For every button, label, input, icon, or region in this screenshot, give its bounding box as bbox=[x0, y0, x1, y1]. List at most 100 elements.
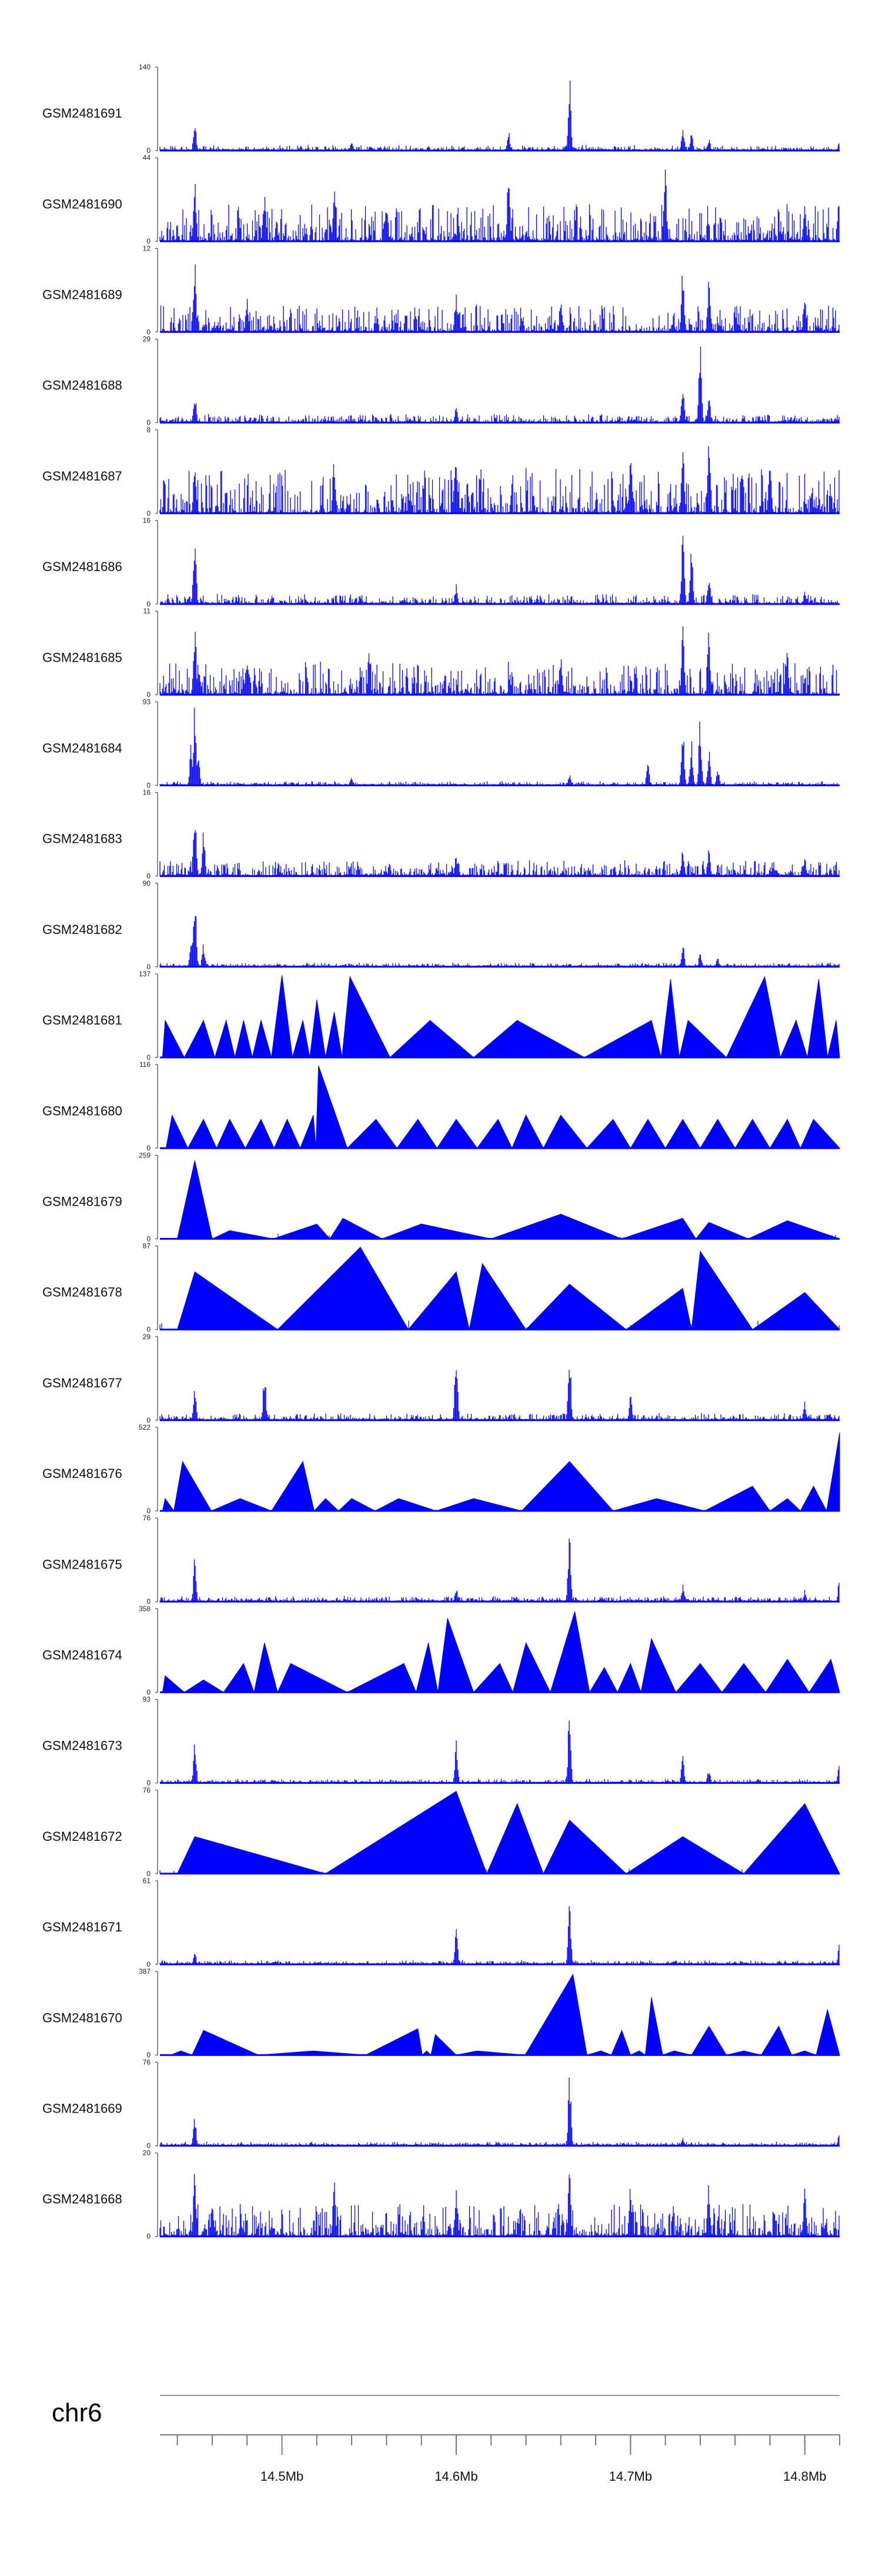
track-GSM2481668: GSM2481668 20 0 bbox=[42, 2149, 840, 2241]
track-coverage-bars bbox=[159, 1370, 840, 1420]
track-GSM2481673: GSM2481673 93 0 bbox=[42, 1696, 840, 1787]
track-coverage-bars bbox=[160, 1720, 840, 1783]
track-ymin-label: 0 bbox=[146, 1326, 151, 1334]
track-GSM2481671: GSM2481671 61 0 bbox=[42, 1877, 840, 1968]
tracks-layer: GSM24816911400GSM2481690440GSM2481689120… bbox=[42, 63, 841, 2241]
track-GSM2481684: GSM2481684 93 0 bbox=[42, 698, 840, 789]
track-ymin-label: 0 bbox=[146, 237, 151, 245]
track-GSM2481672: GSM2481672 76 0 bbox=[42, 1786, 840, 1878]
track-ymax-label: 11 bbox=[143, 607, 151, 615]
track-ymin-label: 0 bbox=[146, 1234, 151, 1243]
track-ymin-label: 0 bbox=[146, 963, 151, 971]
track-coverage-bars bbox=[159, 626, 840, 695]
track-ymax-label: 61 bbox=[143, 1877, 151, 1885]
track-ymin-label: 0 bbox=[146, 1688, 151, 1696]
track-coverage-bars bbox=[159, 446, 840, 513]
track-label: GSM2481677 bbox=[42, 1376, 122, 1390]
genome-tick-label: 14.8Mb bbox=[783, 2469, 826, 2484]
track-GSM2481677: GSM2481677 29 0 bbox=[42, 1333, 840, 1424]
track-GSM2481690: GSM2481690 44 0 bbox=[42, 154, 840, 245]
track-label: GSM2481689 bbox=[42, 288, 122, 302]
track-ymax-label: 29 bbox=[143, 1333, 151, 1341]
track-ymin-label: 0 bbox=[146, 1416, 151, 1424]
genome-axis: chr6 14.5Mb 14.6Mb 14.7Mb 14.8Mb bbox=[52, 2395, 840, 2484]
track-label: GSM2481684 bbox=[42, 741, 122, 756]
track-coverage-bars bbox=[159, 2077, 840, 2146]
track-ymax-label: 137 bbox=[139, 970, 151, 978]
track-coverage-area bbox=[160, 1611, 840, 1694]
genome-tick-label: 14.5Mb bbox=[260, 2469, 303, 2484]
track-ymin-label: 0 bbox=[146, 509, 151, 518]
track-ymax-label: 76 bbox=[143, 1786, 151, 1794]
track-label: GSM2481675 bbox=[42, 1557, 122, 1571]
track-GSM2481669: GSM2481669 76 0 bbox=[42, 2058, 840, 2150]
track-coverage-bars bbox=[159, 346, 840, 423]
track-ymin-label: 0 bbox=[146, 328, 151, 336]
track-GSM2481680: GSM2481680 116 0 bbox=[42, 1060, 841, 1152]
track-label: GSM2481681 bbox=[42, 1013, 122, 1027]
track-ymax-label: 93 bbox=[143, 1696, 151, 1704]
track-ymax-label: 8 bbox=[146, 426, 151, 434]
track-label: GSM2481685 bbox=[42, 650, 122, 665]
track-ymax-label: 259 bbox=[139, 1151, 151, 1159]
track-coverage-area bbox=[160, 1791, 840, 1875]
track-label: GSM2481683 bbox=[42, 832, 122, 846]
track-ymin-label: 0 bbox=[146, 2141, 151, 2150]
track-GSM2481670: GSM2481670 387 0 bbox=[42, 1967, 840, 2059]
track-coverage-bars bbox=[159, 264, 840, 332]
track-coverage-bars bbox=[159, 536, 840, 604]
track-label: GSM2481690 bbox=[42, 196, 122, 211]
track-label: GSM2481669 bbox=[42, 2101, 122, 2116]
track-ymax-label: 76 bbox=[143, 2058, 151, 2066]
track-ymax-label: 76 bbox=[143, 1514, 151, 1522]
track-coverage-bars bbox=[159, 916, 840, 967]
track-label: GSM2481668 bbox=[42, 2192, 122, 2207]
track-coverage-bars bbox=[159, 1906, 840, 1964]
track-GSM2481679: GSM2481679 259 0 bbox=[42, 1151, 840, 1243]
track-coverage-area bbox=[160, 1160, 840, 1240]
track-coverage-bars bbox=[159, 2174, 840, 2237]
track-ymax-label: 140 bbox=[139, 63, 151, 71]
track-coverage-area bbox=[160, 1066, 841, 1149]
track-ymin-label: 0 bbox=[146, 600, 151, 608]
track-ymax-label: 44 bbox=[143, 154, 151, 162]
track-ymin-label: 0 bbox=[146, 1870, 151, 1878]
track-ymin-label: 0 bbox=[146, 2051, 151, 2059]
track-label: GSM2481671 bbox=[42, 1920, 122, 1934]
track-GSM2481685: GSM2481685 11 0 bbox=[42, 607, 840, 699]
track-ymin-label: 0 bbox=[146, 1144, 151, 1152]
track-label: GSM2481691 bbox=[42, 106, 122, 121]
track-ymax-label: 29 bbox=[143, 335, 151, 343]
track-ymax-label: 20 bbox=[143, 2149, 151, 2157]
track-GSM2481683: GSM2481683 16 0 bbox=[42, 789, 840, 880]
genome-tick-label: 14.7Mb bbox=[609, 2469, 652, 2484]
track-coverage-bars bbox=[159, 169, 840, 242]
track-ymin-label: 0 bbox=[146, 1597, 151, 1606]
genome-tick-label: 14.6Mb bbox=[435, 2469, 477, 2484]
track-GSM2481688: GSM2481688 29 0 bbox=[42, 335, 840, 427]
track-coverage-area bbox=[160, 1973, 840, 2056]
track-coverage-area bbox=[160, 975, 840, 1059]
track-label: GSM2481680 bbox=[42, 1103, 122, 1118]
track-GSM2481689: GSM2481689 12 0 bbox=[42, 244, 840, 336]
track-ymax-label: 12 bbox=[143, 244, 151, 252]
track-GSM2481691: GSM2481691 140 0 bbox=[42, 63, 840, 155]
track-GSM2481687: GSM2481687 8 0 bbox=[42, 426, 840, 518]
track-coverage-bars bbox=[159, 830, 840, 876]
track-label: GSM2481688 bbox=[42, 378, 122, 393]
track-ymax-label: 358 bbox=[139, 1604, 151, 1613]
track-GSM2481674: GSM2481674 358 0 bbox=[42, 1604, 840, 1696]
track-GSM2481675: GSM2481675 76 0 bbox=[42, 1514, 840, 1606]
track-ymax-label: 87 bbox=[143, 1242, 151, 1250]
track-ymin-label: 0 bbox=[146, 1053, 151, 1062]
track-GSM2481682: GSM2481682 90 0 bbox=[42, 879, 840, 971]
track-label: GSM2481673 bbox=[42, 1739, 122, 1753]
track-coverage-bars bbox=[159, 708, 839, 786]
track-label: GSM2481674 bbox=[42, 1648, 122, 1663]
track-ymax-label: 522 bbox=[139, 1423, 151, 1432]
track-GSM2481676: GSM2481676 522 0 bbox=[42, 1423, 840, 1515]
track-ymin-label: 0 bbox=[146, 1779, 151, 1787]
track-label: GSM2481686 bbox=[42, 559, 122, 574]
track-label: GSM2481682 bbox=[42, 922, 122, 937]
